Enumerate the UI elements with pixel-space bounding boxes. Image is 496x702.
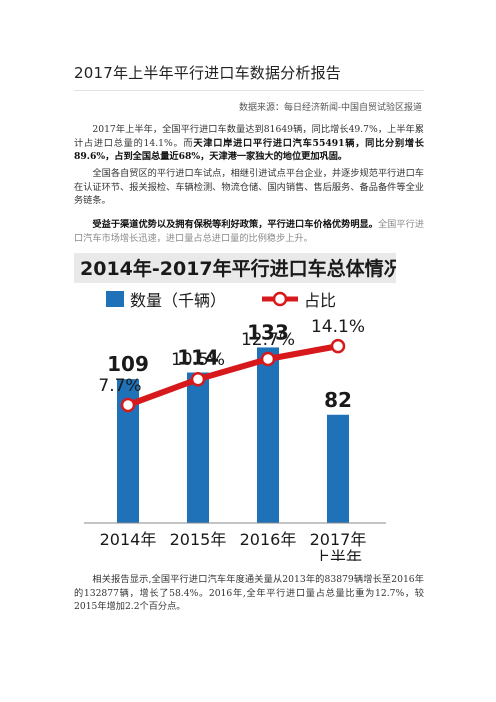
chart-title: 2014年-2017年平行进口车总体情况 <box>80 257 396 280</box>
share-marker-1 <box>190 371 206 387</box>
legend-bar-label: 数量（千辆） <box>130 291 226 310</box>
bar-label-2: 133 <box>247 320 289 344</box>
paragraph-1-text: 2017年上半年，全国平行进口车数量达到81649辆，同比增长49.7%，上半年… <box>74 124 424 149</box>
category-label-2: 2016年 <box>240 530 297 549</box>
category-label-1: 2015年 <box>170 530 227 549</box>
title-divider <box>74 90 424 91</box>
paragraph-1: 2017年上半年，全国平行进口车数量达到81649辆，同比增长49.7%，上半年… <box>74 123 424 164</box>
share-label-2: 12.7% <box>241 330 295 350</box>
share-line <box>126 343 339 408</box>
paragraph-4: 相关报告显示,全国平行进口汽车年度通关量从2013年的83879辆增长至2016… <box>74 574 424 612</box>
paragraph-3: 受益于渠道优势以及拥有保税等利好政策，平行进口车价格优势明显。全国平行进口汽车市… <box>74 218 424 245</box>
bar-label-0: 109 <box>107 352 149 376</box>
chart-marks: 109 114 133 82 7.7% 10.5% 12.7% 14.1% 2014年 2015年… <box>84 317 386 561</box>
category-label-3-line2: 上半年 <box>314 548 362 561</box>
share-marker-3 <box>330 338 346 354</box>
share-label-0: 7.7% <box>98 376 141 396</box>
share-label-1: 10.5% <box>171 350 225 370</box>
legend-line-marker <box>272 291 288 307</box>
category-label-3: 2017年 <box>310 530 367 549</box>
legend-bar-swatch <box>106 291 124 307</box>
chart-title-bg <box>74 253 396 283</box>
bar-0 <box>117 379 139 523</box>
bar-3 <box>327 414 349 523</box>
share-marker-0 <box>120 397 136 413</box>
bar-1 <box>187 372 209 523</box>
legend-line-label: 占比 <box>304 291 336 310</box>
article-title: 2017年上半年平行进口车数据分析报告 <box>74 64 341 82</box>
share-label-3: 14.1% <box>311 317 365 337</box>
paragraph-3-text: 全国平行进口汽车市场增长迅速，进口量占总进口量的比例稳步上升。 <box>74 219 425 244</box>
source-line: 数据来源：每日经济新闻-中国自贸试验区报道 <box>238 103 422 113</box>
paragraph-1-bold: 天津口岸进口平行进口汽车55491辆，同比分别增长89.6%，占到全国总量近68… <box>74 137 424 163</box>
chart-svg: 2014年-2017年平行进口车总体情况 数量（千辆） 占比 109 114 133… <box>74 253 396 561</box>
bar-label-3: 82 <box>324 388 352 412</box>
category-label-0: 2014年 <box>100 530 157 549</box>
paragraph-2: 全国各自贸区的平行进口车试点，相继引进试点平台企业，并逐步规范平行进口车在认证环… <box>74 168 424 206</box>
paragraph-3-bold: 受益于渠道优势以及拥有保税等利好政策，平行进口车价格优势明显。 <box>92 219 378 230</box>
bar-label-1: 114 <box>177 346 219 370</box>
bar-2 <box>257 347 279 523</box>
chart-image: 2014年-2017年平行进口车总体情况 数量（千辆） 占比 109 114 133… <box>74 253 396 561</box>
share-marker-2 <box>260 351 276 367</box>
